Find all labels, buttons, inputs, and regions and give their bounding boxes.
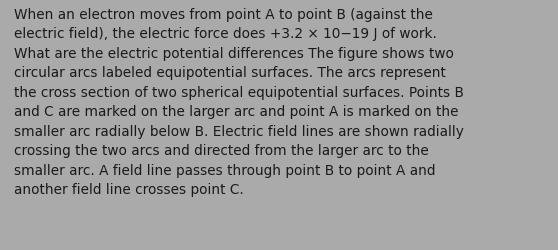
Text: When an electron moves from point A to point B (against the
electric field), the: When an electron moves from point A to p… xyxy=(14,8,464,196)
